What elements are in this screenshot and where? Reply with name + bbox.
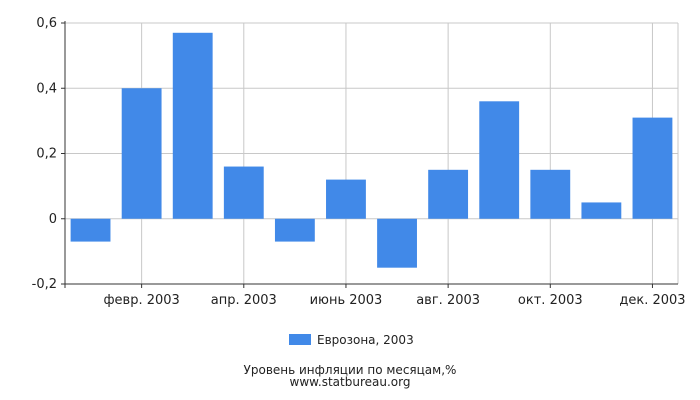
- x-tick-labels: февр. 2003 апр. 2003 июнь 2003 авг. 2003 окт…: [103, 293, 685, 308]
- y-tick-label: 0: [49, 212, 57, 227]
- bar-3: [172, 32, 213, 219]
- x-tick-label: авг. 2003: [416, 293, 480, 308]
- bar-4: [223, 166, 264, 219]
- legend-swatch: [289, 334, 311, 345]
- source-url: www.statbureau.org: [290, 375, 411, 389]
- x-tick-label: февр. 2003: [103, 293, 179, 308]
- y-tick-labels: 0,6 0,4 0,2 0 -0,2: [32, 16, 57, 292]
- bar-2: [121, 88, 162, 219]
- y-tick-label: 0,2: [36, 147, 57, 162]
- x-tick-label: июнь 2003: [310, 293, 383, 308]
- bar-9: [479, 101, 520, 219]
- bar-5: [274, 218, 315, 242]
- bar-6: [326, 179, 366, 219]
- axes: [61, 21, 678, 288]
- bar-8: [428, 169, 469, 219]
- bar-11: [581, 202, 622, 219]
- y-tick-label: -0,2: [32, 277, 57, 292]
- legend-label: Еврозона, 2003: [317, 333, 414, 347]
- x-tick-label: окт. 2003: [518, 293, 583, 308]
- y-tick-label: 0,4: [36, 81, 57, 96]
- bar-1: [70, 218, 111, 242]
- x-tick-label: дек. 2003: [619, 293, 685, 308]
- bar-7: [377, 218, 417, 268]
- chart-caption: Уровень инфляции по месяцам,%: [244, 363, 457, 377]
- bar-12: [632, 117, 673, 219]
- bar-10: [530, 169, 571, 219]
- bars: [70, 32, 673, 268]
- x-tick-label: апр. 2003: [211, 293, 277, 308]
- y-tick-label: 0,6: [36, 16, 57, 31]
